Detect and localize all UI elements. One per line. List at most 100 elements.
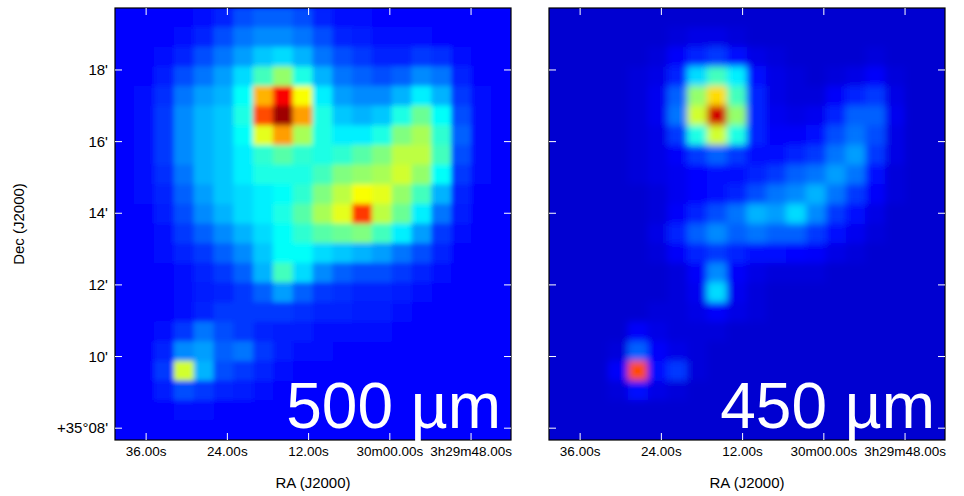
cell xyxy=(766,86,787,107)
cell xyxy=(194,184,215,205)
y-tick xyxy=(115,356,122,357)
y-tick xyxy=(549,69,556,70)
cell xyxy=(608,361,629,382)
cell xyxy=(608,400,629,421)
cell xyxy=(332,47,353,68)
cell xyxy=(313,106,334,127)
cell xyxy=(667,204,688,225)
cell xyxy=(174,184,195,205)
y-tick xyxy=(115,428,122,429)
cell xyxy=(648,145,669,166)
cell xyxy=(412,66,433,87)
cell xyxy=(431,224,452,245)
x-tick-label: 12.00s xyxy=(288,444,329,459)
cell xyxy=(925,302,945,323)
cell xyxy=(115,106,135,127)
cell xyxy=(174,66,195,87)
cell xyxy=(273,243,294,264)
cell xyxy=(253,381,274,402)
cell xyxy=(332,66,353,87)
cell xyxy=(806,145,827,166)
cell xyxy=(332,243,353,264)
cell xyxy=(134,204,155,225)
cell xyxy=(727,145,748,166)
cell xyxy=(608,8,629,28)
cell xyxy=(806,125,827,146)
cell xyxy=(471,165,492,186)
cell xyxy=(451,341,472,362)
cell xyxy=(687,145,708,166)
cell xyxy=(885,341,906,362)
cell xyxy=(727,27,748,48)
cell xyxy=(846,47,867,68)
cell xyxy=(253,125,274,146)
cell xyxy=(412,224,433,245)
cell xyxy=(471,66,492,87)
cell xyxy=(747,341,768,362)
cell xyxy=(826,302,847,323)
cell xyxy=(568,86,589,107)
cell xyxy=(747,125,768,146)
cell xyxy=(431,243,452,264)
cell xyxy=(826,125,847,146)
cell xyxy=(628,47,649,68)
cell xyxy=(628,106,649,127)
cell xyxy=(806,204,827,225)
cell xyxy=(273,66,294,87)
cell xyxy=(253,420,274,440)
cell xyxy=(253,263,274,284)
y-tick xyxy=(115,284,122,285)
cell xyxy=(154,400,175,421)
cell xyxy=(392,282,413,303)
cell xyxy=(154,125,175,146)
cell xyxy=(667,263,688,284)
cell xyxy=(273,302,294,323)
cell xyxy=(332,263,353,284)
cell xyxy=(905,27,926,48)
y-tick xyxy=(115,141,122,142)
cell xyxy=(588,263,609,284)
cell xyxy=(628,341,649,362)
cell xyxy=(707,86,728,107)
cell xyxy=(925,243,945,264)
cell xyxy=(372,106,393,127)
cell xyxy=(154,263,175,284)
cell xyxy=(154,361,175,382)
cell xyxy=(925,184,945,205)
cell xyxy=(471,47,492,68)
cell xyxy=(352,282,373,303)
cell xyxy=(392,27,413,48)
cell xyxy=(826,106,847,127)
cell xyxy=(707,125,728,146)
cell xyxy=(846,86,867,107)
cell xyxy=(451,165,472,186)
cell xyxy=(905,86,926,107)
cell xyxy=(273,224,294,245)
cell xyxy=(174,361,195,382)
cell xyxy=(747,184,768,205)
cell xyxy=(174,86,195,107)
cell xyxy=(747,302,768,323)
cell xyxy=(766,145,787,166)
cell xyxy=(115,8,135,28)
cell xyxy=(667,66,688,87)
cell xyxy=(372,204,393,225)
cell xyxy=(549,302,569,323)
cell xyxy=(471,145,492,166)
cell xyxy=(233,381,254,402)
cell xyxy=(233,400,254,421)
cell xyxy=(431,47,452,68)
cell xyxy=(806,106,827,127)
cell xyxy=(372,27,393,48)
cell xyxy=(667,106,688,127)
cell xyxy=(568,400,589,421)
cell xyxy=(786,106,807,127)
cell xyxy=(588,165,609,186)
cell xyxy=(313,165,334,186)
cell xyxy=(174,263,195,284)
cell xyxy=(313,341,334,362)
cell xyxy=(648,8,669,28)
cell xyxy=(372,184,393,205)
cell xyxy=(174,381,195,402)
cell xyxy=(471,282,492,303)
